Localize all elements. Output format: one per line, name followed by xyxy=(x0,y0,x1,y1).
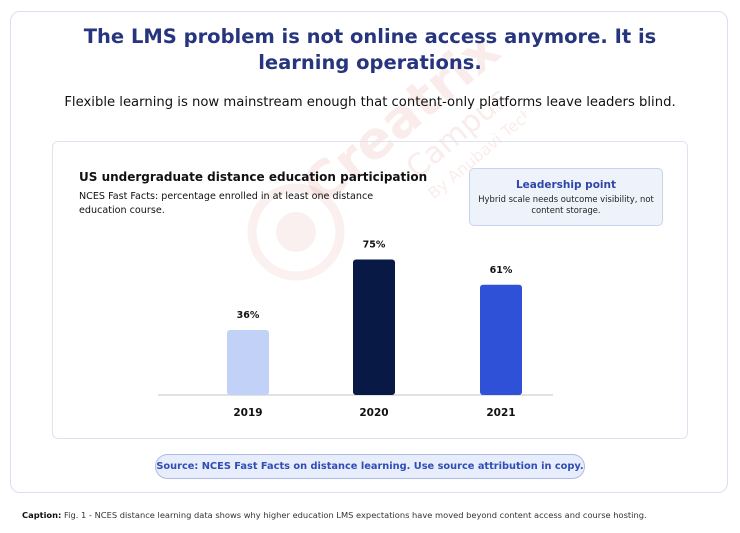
caption-label: Caption: xyxy=(22,510,62,520)
content-card xyxy=(10,11,728,493)
chart-panel: US undergraduate distance education part… xyxy=(52,141,688,439)
source-attribution: Source: NCES Fast Facts on distance lear… xyxy=(155,454,585,479)
caption-text: Fig. 1 - NCES distance learning data sho… xyxy=(64,510,647,520)
page-subtitle: Flexible learning is now mainstream enou… xyxy=(64,95,676,110)
bar-chart: 36% 2019 75% 2020 61% 2021 xyxy=(158,239,553,419)
callout-title: Leadership point xyxy=(515,179,617,191)
data-label-2019: 36% xyxy=(237,310,260,321)
callout-body: Hybrid scale needs outcome visibility, n… xyxy=(478,194,654,215)
chart-title: US undergraduate distance education part… xyxy=(79,170,428,184)
page-title: The LMS problem is not online access any… xyxy=(83,25,657,74)
tick-label-2021: 2021 xyxy=(486,407,515,419)
data-label-2021: 61% xyxy=(490,265,513,276)
bar-2021 xyxy=(480,284,522,395)
bar-2020 xyxy=(353,259,395,395)
data-label-2020: 75% xyxy=(363,239,386,250)
bar-2019 xyxy=(227,329,269,395)
leadership-callout: Leadership point Hybrid scale needs outc… xyxy=(469,168,663,226)
tick-label-2019: 2019 xyxy=(233,407,262,419)
figure-caption: Caption: Fig. 1 - NCES distance learning… xyxy=(22,510,647,520)
tick-label-2020: 2020 xyxy=(359,407,388,419)
chart-subtitle: NCES Fast Facts: percentage enrolled in … xyxy=(79,191,374,216)
